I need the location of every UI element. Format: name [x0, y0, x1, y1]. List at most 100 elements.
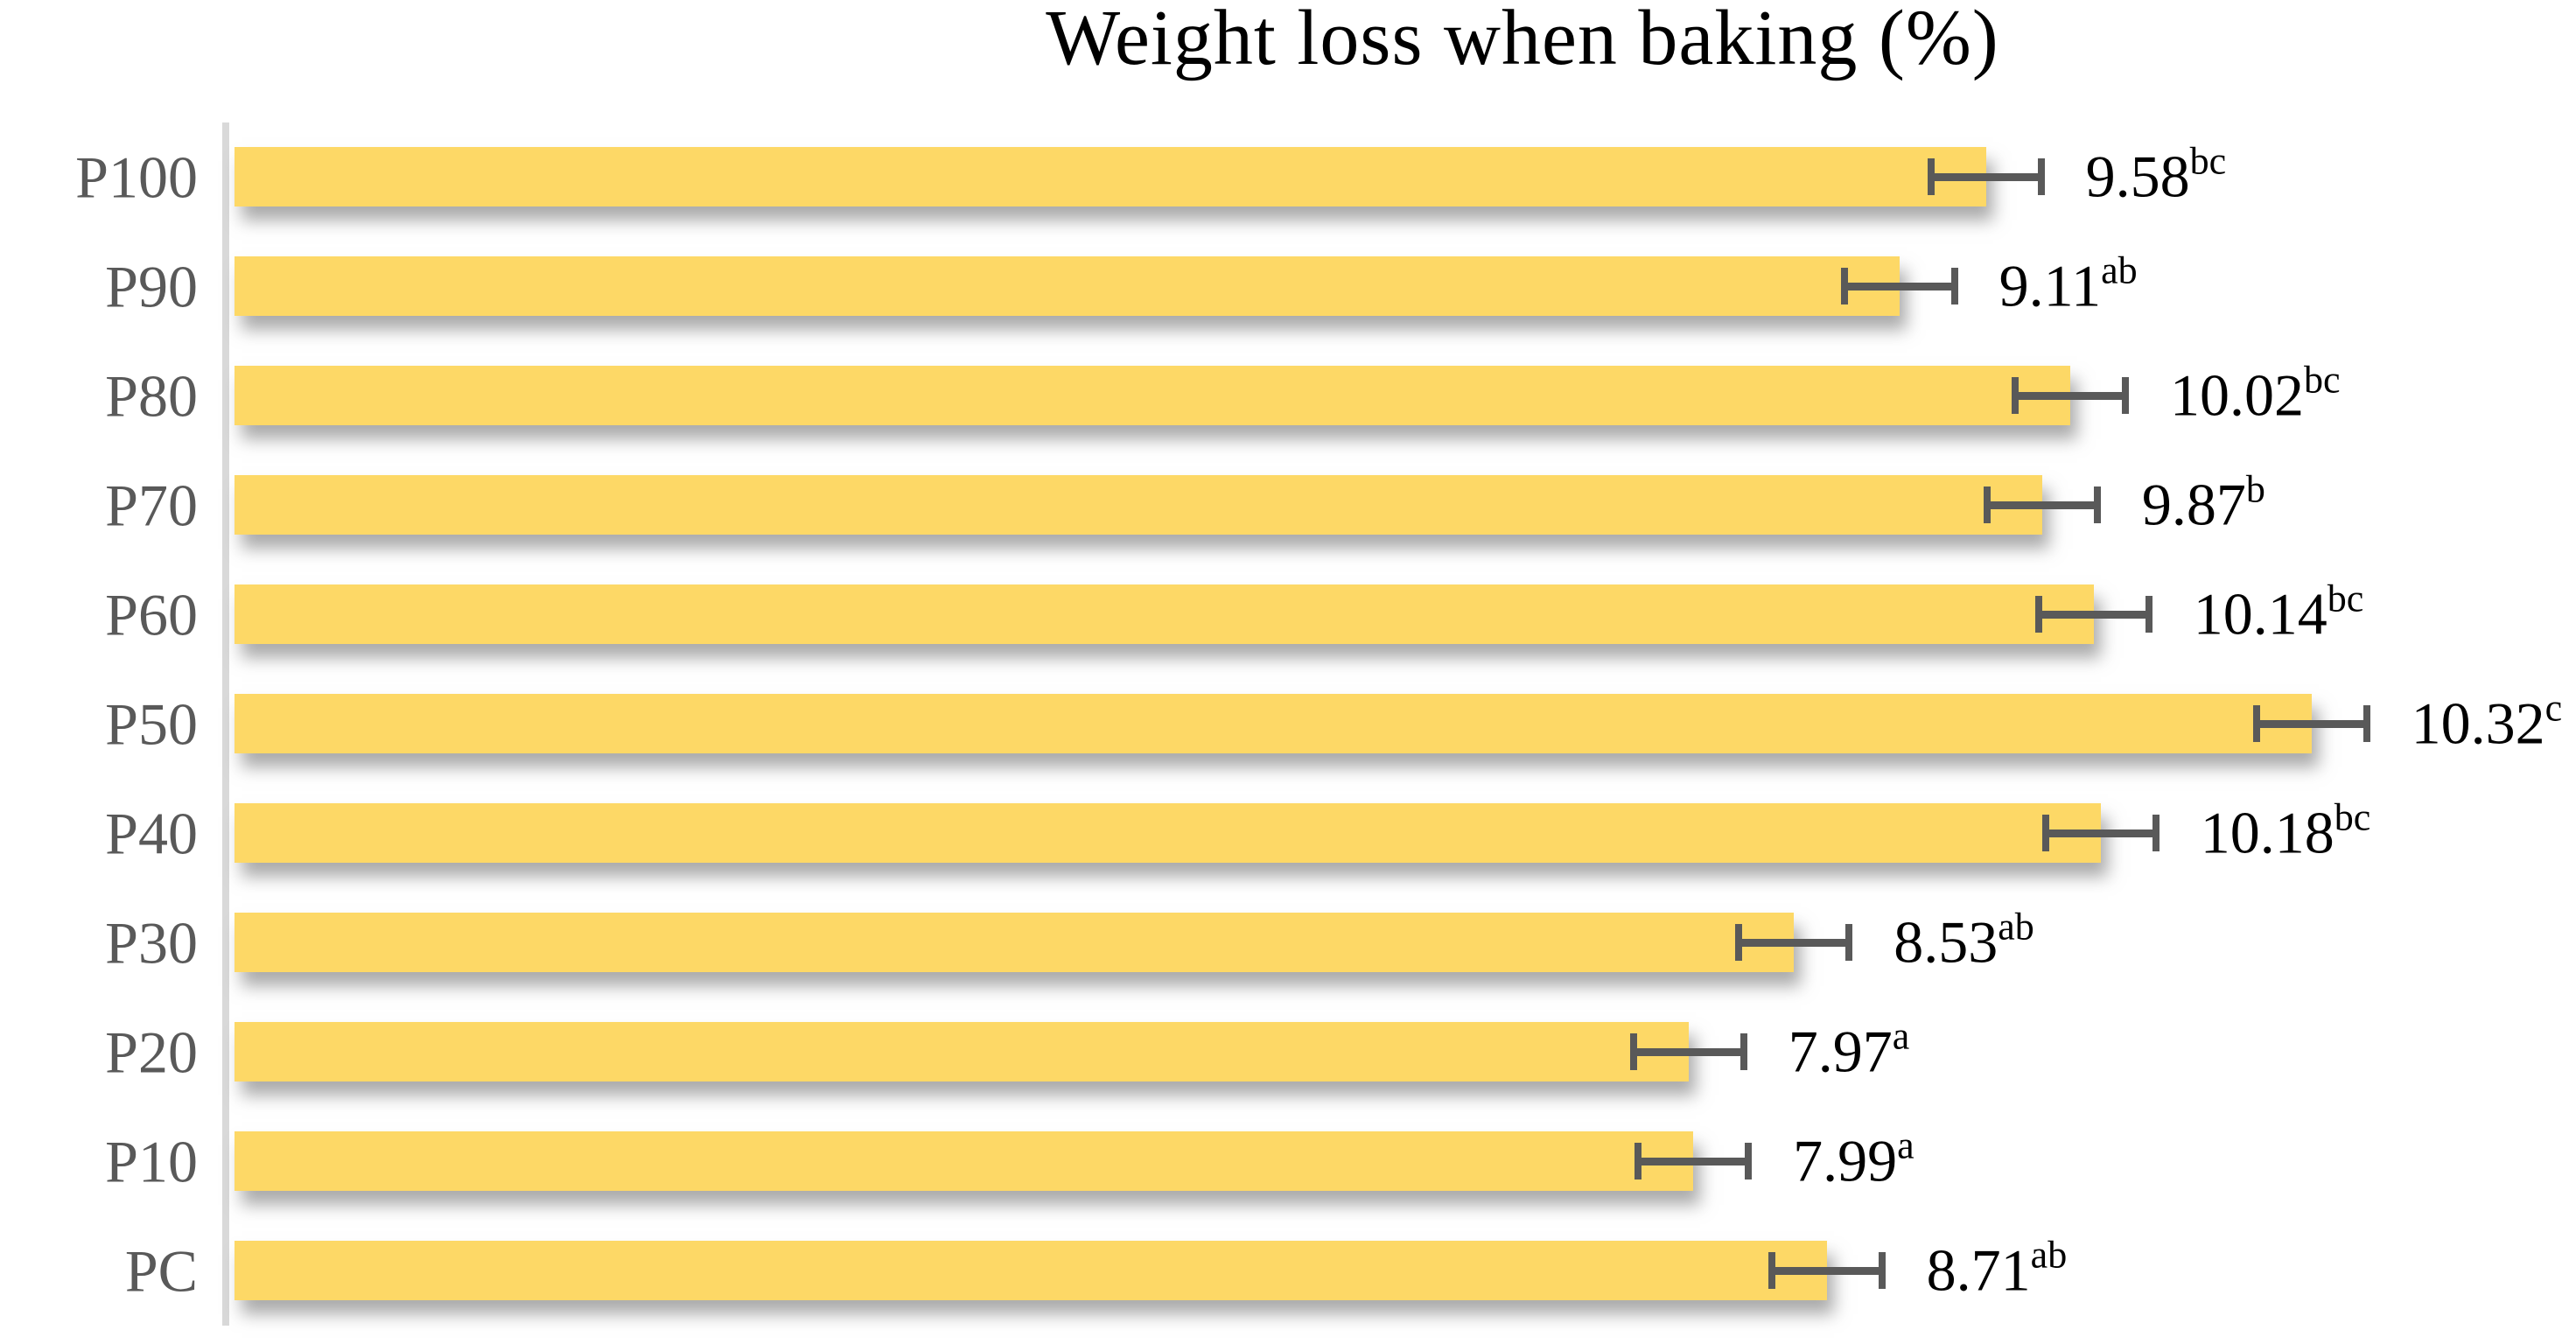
error-bar: [2034, 596, 2152, 633]
bar-area: 10.02bc: [234, 360, 2576, 429]
bar-area: 9.87b: [234, 470, 2576, 538]
category-label-p50: P50: [105, 690, 198, 757]
error-bar-cap-left: [2011, 377, 2019, 414]
bar-row-p10: P10 7.99a: [0, 1107, 2576, 1216]
bar-area: 8.53ab: [234, 907, 2576, 976]
value-number: 10.14: [2193, 580, 2328, 648]
error-bar-line: [1840, 282, 1958, 290]
significance-superscript: bc: [2334, 795, 2371, 839]
value-label: 9.58bc: [2085, 139, 2227, 212]
bar-p90: [234, 256, 1900, 316]
bar-row-pc: PC 8.71ab: [0, 1216, 2576, 1326]
bar-p50: [234, 694, 2312, 753]
bar-p70: [234, 475, 2042, 535]
error-bar: [2252, 705, 2370, 742]
bar-p10: [234, 1131, 1694, 1191]
value-number: 9.11: [1998, 252, 2102, 319]
bar-p40: [234, 803, 2101, 863]
category-label-p70: P70: [105, 472, 198, 538]
bar-row-p50: P50 10.32c: [0, 669, 2576, 779]
error-bar-cap-right: [2152, 815, 2160, 851]
error-bar-cap-right: [1845, 924, 1853, 961]
bar-p30: [234, 913, 1795, 972]
value-number: 8.53: [1894, 908, 1998, 976]
value-label: 10.02bc: [2169, 358, 2341, 430]
error-bar-line: [1735, 938, 1853, 947]
error-bar-cap-left: [1629, 1033, 1637, 1070]
error-bar-cap-left: [2041, 815, 2049, 851]
error-bar: [1840, 268, 1958, 304]
category-label-p20: P20: [105, 1018, 198, 1085]
chart-title: Weight loss when baking (%): [1046, 0, 1999, 81]
category-label-p100: P100: [75, 144, 198, 210]
error-bar-cap-right: [1745, 1143, 1753, 1180]
plot-area: P100 9.58bc P90 9.11ab P80 10.02bc P70 9.87b P60…: [0, 122, 2576, 1328]
error-bar-cap-left: [1735, 924, 1743, 961]
value-number: 9.87: [2141, 471, 2246, 538]
error-bar-line: [2252, 719, 2370, 728]
error-bar: [1634, 1143, 1753, 1180]
bar-p80: [234, 366, 2070, 425]
value-number: 9.58: [2085, 143, 2190, 210]
significance-superscript: bc: [2327, 577, 2364, 620]
value-label: 8.53ab: [1894, 905, 2034, 977]
bar-row-p30: P30 8.53ab: [0, 888, 2576, 998]
bar-p100: [234, 147, 1986, 206]
error-bar: [1768, 1252, 1886, 1289]
error-bar: [2011, 377, 2129, 414]
bar-row-p20: P20 7.97a: [0, 998, 2576, 1107]
significance-superscript: b: [2245, 467, 2265, 511]
category-label-p10: P10: [105, 1128, 198, 1194]
significance-superscript: ab: [2101, 248, 2138, 292]
value-label: 9.87b: [2141, 467, 2265, 540]
significance-superscript: a: [1897, 1124, 1914, 1167]
value-number: 10.18: [2200, 799, 2334, 866]
bar-area: 7.97a: [234, 1017, 2576, 1085]
error-bar-line: [1629, 1047, 1747, 1056]
error-bar-cap-right: [2093, 486, 2101, 523]
bar-pc: [234, 1241, 1827, 1300]
error-bar-line: [2034, 610, 2152, 619]
error-bar: [1927, 158, 2045, 195]
error-bar-line: [1768, 1266, 1886, 1275]
value-label: 8.71ab: [1927, 1236, 2068, 1306]
error-bar-cap-right: [1878, 1252, 1886, 1289]
value-label: 7.97a: [1788, 1017, 1910, 1087]
value-number: 7.99: [1793, 1127, 1898, 1194]
bar-row-p40: P40 10.18bc: [0, 779, 2576, 888]
value-label: 10.32c: [2412, 689, 2563, 759]
bar-row-p70: P70 9.87b: [0, 451, 2576, 560]
value-label: 9.11ab: [1998, 248, 2138, 321]
bar-row-p80: P80 10.02bc: [0, 341, 2576, 451]
category-label-p80: P80: [105, 362, 198, 429]
category-label-p90: P90: [105, 253, 198, 319]
bar-area: 7.99a: [234, 1126, 2576, 1194]
error-bar-cap-left: [1927, 158, 1935, 195]
significance-superscript: bc: [2303, 358, 2341, 402]
error-bar-line: [1634, 1157, 1753, 1166]
bar-p20: [234, 1022, 1689, 1082]
category-label-p40: P40: [105, 800, 198, 866]
error-bar-cap-right: [1950, 268, 1958, 304]
bar-row-p90: P90 9.11ab: [0, 232, 2576, 341]
significance-superscript: ab: [2030, 1233, 2068, 1277]
error-bar-line: [1927, 172, 2045, 181]
bar-area: 8.71ab: [234, 1236, 2576, 1304]
significance-superscript: ab: [1998, 905, 2034, 948]
error-bar-cap-right: [2145, 596, 2152, 633]
error-bar-line: [2011, 391, 2129, 400]
error-bar: [2041, 815, 2160, 851]
value-number: 10.02: [2169, 361, 2304, 429]
value-number: 8.71: [1926, 1236, 2031, 1304]
error-bar: [1629, 1033, 1747, 1070]
error-bar-cap-left: [2034, 596, 2042, 633]
error-bar-cap-left: [2252, 705, 2260, 742]
value-label: 10.18bc: [2200, 795, 2371, 868]
error-bar-cap-right: [1740, 1033, 1747, 1070]
bar-row-p60: P60 10.14bc: [0, 560, 2576, 669]
error-bar: [1735, 924, 1853, 961]
significance-superscript: bc: [2189, 139, 2227, 183]
error-bar-line: [1983, 500, 2101, 509]
y-axis-line: [222, 122, 229, 1326]
